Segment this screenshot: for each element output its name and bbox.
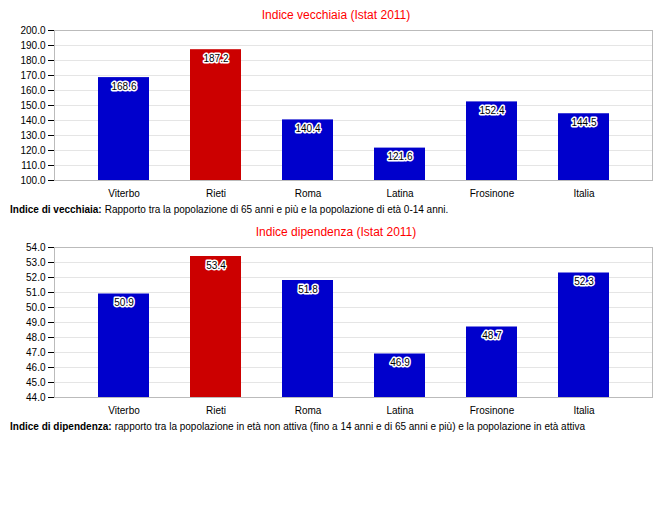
svg-text:152.4: 152.4 xyxy=(479,105,504,116)
svg-text:Viterbo: Viterbo xyxy=(108,404,140,415)
svg-text:160.0: 160.0 xyxy=(20,85,45,96)
svg-text:51.8: 51.8 xyxy=(298,283,318,294)
svg-text:144.5: 144.5 xyxy=(571,117,596,128)
svg-text:130.0: 130.0 xyxy=(20,130,45,141)
svg-text:Rieti: Rieti xyxy=(206,404,226,415)
svg-text:190.0: 190.0 xyxy=(20,40,45,51)
svg-text:Frosinone: Frosinone xyxy=(470,404,515,415)
svg-text:44.0: 44.0 xyxy=(26,391,46,402)
svg-text:52.3: 52.3 xyxy=(574,276,594,287)
svg-text:110.0: 110.0 xyxy=(21,160,46,171)
svg-text:54.0: 54.0 xyxy=(26,241,46,252)
svg-text:Rieti: Rieti xyxy=(206,188,226,199)
svg-text:Roma: Roma xyxy=(295,188,322,199)
svg-text:46.9: 46.9 xyxy=(390,357,410,368)
svg-text:Viterbo: Viterbo xyxy=(108,188,140,199)
svg-text:168.6: 168.6 xyxy=(111,81,136,92)
svg-text:52.0: 52.0 xyxy=(26,271,46,282)
html-text:Indice di vecchiaia: Rapporto: Indice di vecchiaia: Rapporto tra la pop… xyxy=(10,204,449,215)
svg-text:48.0: 48.0 xyxy=(26,331,46,342)
svg-text:Latina: Latina xyxy=(386,404,414,415)
svg-text:50.0: 50.0 xyxy=(26,301,46,312)
svg-text:Latina: Latina xyxy=(386,188,414,199)
svg-text:53.4: 53.4 xyxy=(206,259,226,270)
svg-text:187.2: 187.2 xyxy=(203,53,228,64)
html-text:Indice vecchiaia (Istat 2011): Indice vecchiaia (Istat 2011) xyxy=(261,8,411,22)
svg-text:150.0: 150.0 xyxy=(20,100,45,111)
svg-text:50.9: 50.9 xyxy=(114,297,134,308)
svg-text:45.0: 45.0 xyxy=(26,376,46,387)
svg-text:140.0: 140.0 xyxy=(20,115,45,126)
svg-text:200.0: 200.0 xyxy=(20,25,45,36)
svg-text:48.7: 48.7 xyxy=(482,330,502,341)
svg-text:Frosinone: Frosinone xyxy=(470,188,515,199)
svg-text:46.0: 46.0 xyxy=(26,361,46,372)
svg-text:47.0: 47.0 xyxy=(26,346,46,357)
svg-text:53.0: 53.0 xyxy=(26,256,46,267)
svg-text:140.4: 140.4 xyxy=(295,123,320,134)
svg-text:49.0: 49.0 xyxy=(26,316,46,327)
svg-text:180.0: 180.0 xyxy=(20,55,45,66)
svg-text:170.0: 170.0 xyxy=(20,70,45,81)
svg-text:51.0: 51.0 xyxy=(26,286,46,297)
html-text:Indice di dipendenza: rapporto: Indice di dipendenza: rapporto tra la po… xyxy=(10,420,585,432)
svg-text:121.6: 121.6 xyxy=(387,151,412,162)
svg-text:120.0: 120.0 xyxy=(20,145,45,156)
svg-text:Italia: Italia xyxy=(573,404,595,415)
html-text:Indice dipendenza (Istat 2011): Indice dipendenza (Istat 2011) xyxy=(255,224,417,239)
svg-text:Italia: Italia xyxy=(573,188,595,199)
svg-text:100.0: 100.0 xyxy=(20,175,45,186)
svg-text:Roma: Roma xyxy=(295,404,322,415)
